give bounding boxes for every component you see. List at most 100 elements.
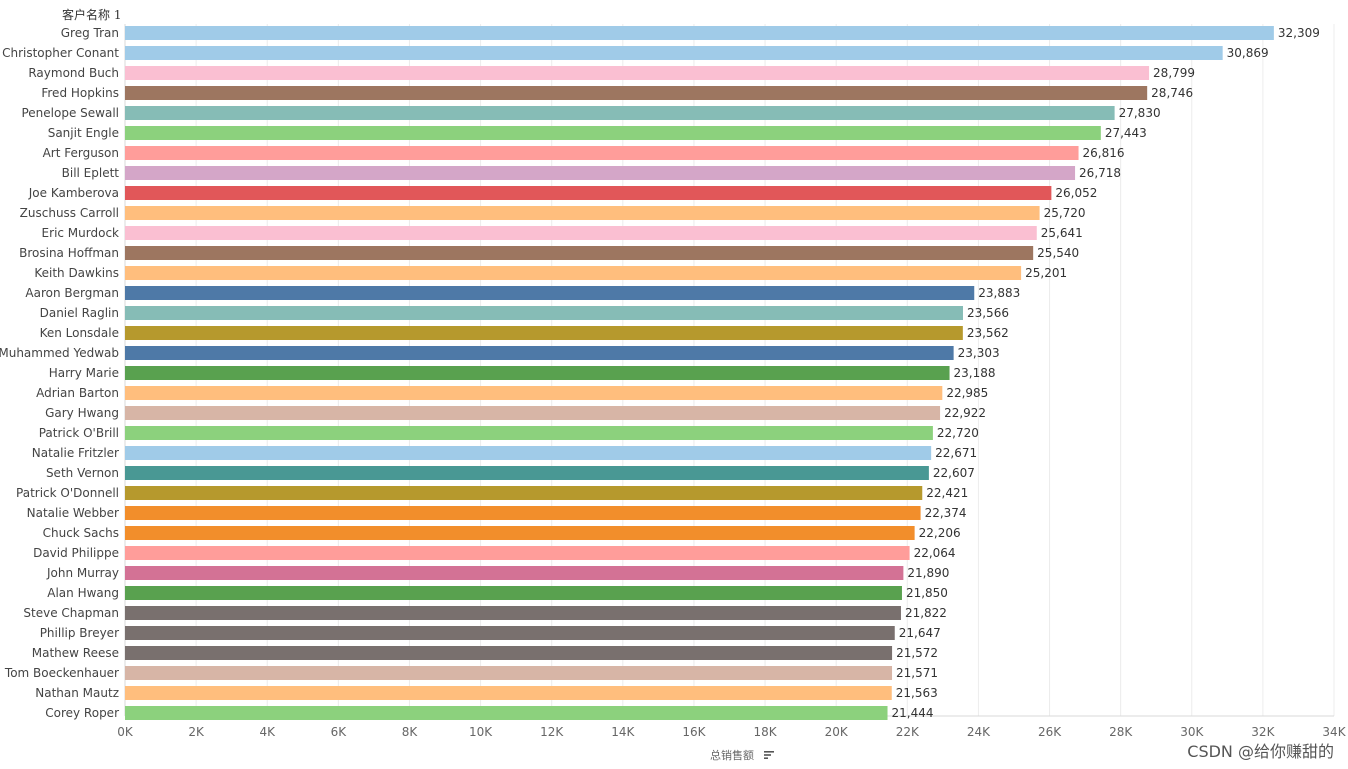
category-label: Chuck Sachs xyxy=(43,526,119,540)
bar[interactable] xyxy=(125,446,932,460)
value-label: 26,718 xyxy=(1079,166,1121,180)
value-label: 22,064 xyxy=(914,546,956,560)
bar[interactable] xyxy=(125,66,1150,80)
bar[interactable] xyxy=(125,86,1148,100)
bar[interactable] xyxy=(125,686,892,700)
y-axis-header: 客户名称 1 xyxy=(62,8,122,22)
bar[interactable] xyxy=(125,706,888,720)
bar[interactable] xyxy=(125,266,1022,280)
category-label: Nathan Mautz xyxy=(35,686,119,700)
category-label: Sanjit Engle xyxy=(48,126,119,140)
value-label: 25,641 xyxy=(1041,226,1083,240)
x-tick-label: 4K xyxy=(259,725,276,739)
category-label: Joe Kamberova xyxy=(28,186,119,200)
x-tick-label: 32K xyxy=(1251,725,1275,739)
bar[interactable] xyxy=(125,286,975,300)
bars xyxy=(125,26,1274,720)
category-label: Zuschuss Carroll xyxy=(20,206,119,220)
x-tick-label: 2K xyxy=(188,725,205,739)
x-axis-ticks: 0K 2K 4K 6K 8K 10K 12K 14K 16K 18K 20K 22K 24K 26K 28K… xyxy=(117,725,1346,739)
category-label: Natalie Webber xyxy=(27,506,119,520)
category-label: Muhammed Yedwab xyxy=(0,346,119,360)
value-label: 21,571 xyxy=(896,666,938,680)
value-label: 28,746 xyxy=(1151,86,1193,100)
value-label: 32,309 xyxy=(1278,26,1320,40)
bar[interactable] xyxy=(125,346,954,360)
category-label: Patrick O'Brill xyxy=(39,426,119,440)
bar[interactable] xyxy=(125,106,1115,120)
value-label: 22,206 xyxy=(919,526,961,540)
category-labels: Greg Tran Christopher Conant Raymond Buch F… xyxy=(0,26,119,720)
bar[interactable] xyxy=(125,146,1079,160)
value-label: 27,830 xyxy=(1119,106,1161,120)
category-label: Art Ferguson xyxy=(43,146,119,160)
bar[interactable] xyxy=(125,666,893,680)
bar[interactable] xyxy=(125,166,1076,180)
category-label: David Philippe xyxy=(33,546,119,560)
x-tick-label: 22K xyxy=(896,725,920,739)
value-label: 21,822 xyxy=(905,606,947,620)
category-label: Greg Tran xyxy=(61,26,119,40)
bar[interactable] xyxy=(125,386,943,400)
bar[interactable] xyxy=(125,186,1052,200)
value-labels: 32,309 30,869 28,799 28,746 27,830 27,443 26,8… xyxy=(892,26,1320,720)
bar[interactable] xyxy=(125,606,901,620)
bar[interactable] xyxy=(125,306,963,320)
value-label: 23,566 xyxy=(967,306,1009,320)
value-label: 23,883 xyxy=(978,286,1020,300)
bar[interactable] xyxy=(125,46,1223,60)
category-label: Tom Boeckenhauer xyxy=(4,666,119,680)
category-label: Corey Roper xyxy=(45,706,119,720)
bar[interactable] xyxy=(125,566,904,580)
bar[interactable] xyxy=(125,406,941,420)
category-label: Keith Dawkins xyxy=(34,266,119,280)
value-label: 26,816 xyxy=(1083,146,1125,160)
x-tick-label: 0K xyxy=(117,725,134,739)
category-label: Christopher Conant xyxy=(2,46,119,60)
category-label: Brosina Hoffman xyxy=(19,246,119,260)
category-label: Aaron Bergman xyxy=(25,286,119,300)
value-label: 22,671 xyxy=(935,446,977,460)
value-label: 28,799 xyxy=(1153,66,1195,80)
category-label: Bill Eplett xyxy=(62,166,120,180)
category-label: Gary Hwang xyxy=(45,406,119,420)
x-tick-label: 28K xyxy=(1109,725,1133,739)
category-label: Adrian Barton xyxy=(36,386,119,400)
category-label: Alan Hwang xyxy=(47,586,119,600)
category-label: Natalie Fritzler xyxy=(32,446,119,460)
category-label: Fred Hopkins xyxy=(41,86,119,100)
x-tick-label: 30K xyxy=(1180,725,1204,739)
x-tick-label: 10K xyxy=(469,725,493,739)
value-label: 23,303 xyxy=(958,346,1000,360)
x-tick-label: 14K xyxy=(611,725,635,739)
bar[interactable] xyxy=(125,126,1101,140)
bar[interactable] xyxy=(125,546,910,560)
watermark: CSDN @给你赚甜的 xyxy=(1187,742,1334,761)
bar[interactable] xyxy=(125,486,923,500)
value-label: 23,188 xyxy=(954,366,996,380)
category-label: Daniel Raglin xyxy=(40,306,119,320)
bar[interactable] xyxy=(125,526,915,540)
bar[interactable] xyxy=(125,206,1040,220)
value-label: 25,720 xyxy=(1044,206,1086,220)
bar[interactable] xyxy=(125,426,933,440)
value-label: 25,201 xyxy=(1025,266,1067,280)
bar[interactable] xyxy=(125,326,963,340)
bar[interactable] xyxy=(125,366,950,380)
bar[interactable] xyxy=(125,226,1037,240)
x-tick-label: 16K xyxy=(682,725,706,739)
bar[interactable] xyxy=(125,626,895,640)
bar[interactable] xyxy=(125,466,929,480)
x-tick-label: 20K xyxy=(825,725,849,739)
sort-descending-icon[interactable] xyxy=(764,750,775,760)
bar[interactable] xyxy=(125,586,902,600)
value-label: 22,985 xyxy=(946,386,988,400)
bar[interactable] xyxy=(125,26,1274,40)
value-label: 21,563 xyxy=(896,686,938,700)
bar[interactable] xyxy=(125,246,1034,260)
value-label: 21,890 xyxy=(907,566,949,580)
bar[interactable] xyxy=(125,646,893,660)
bar[interactable] xyxy=(125,506,921,520)
value-label: 21,850 xyxy=(906,586,948,600)
value-label: 21,572 xyxy=(896,646,938,660)
